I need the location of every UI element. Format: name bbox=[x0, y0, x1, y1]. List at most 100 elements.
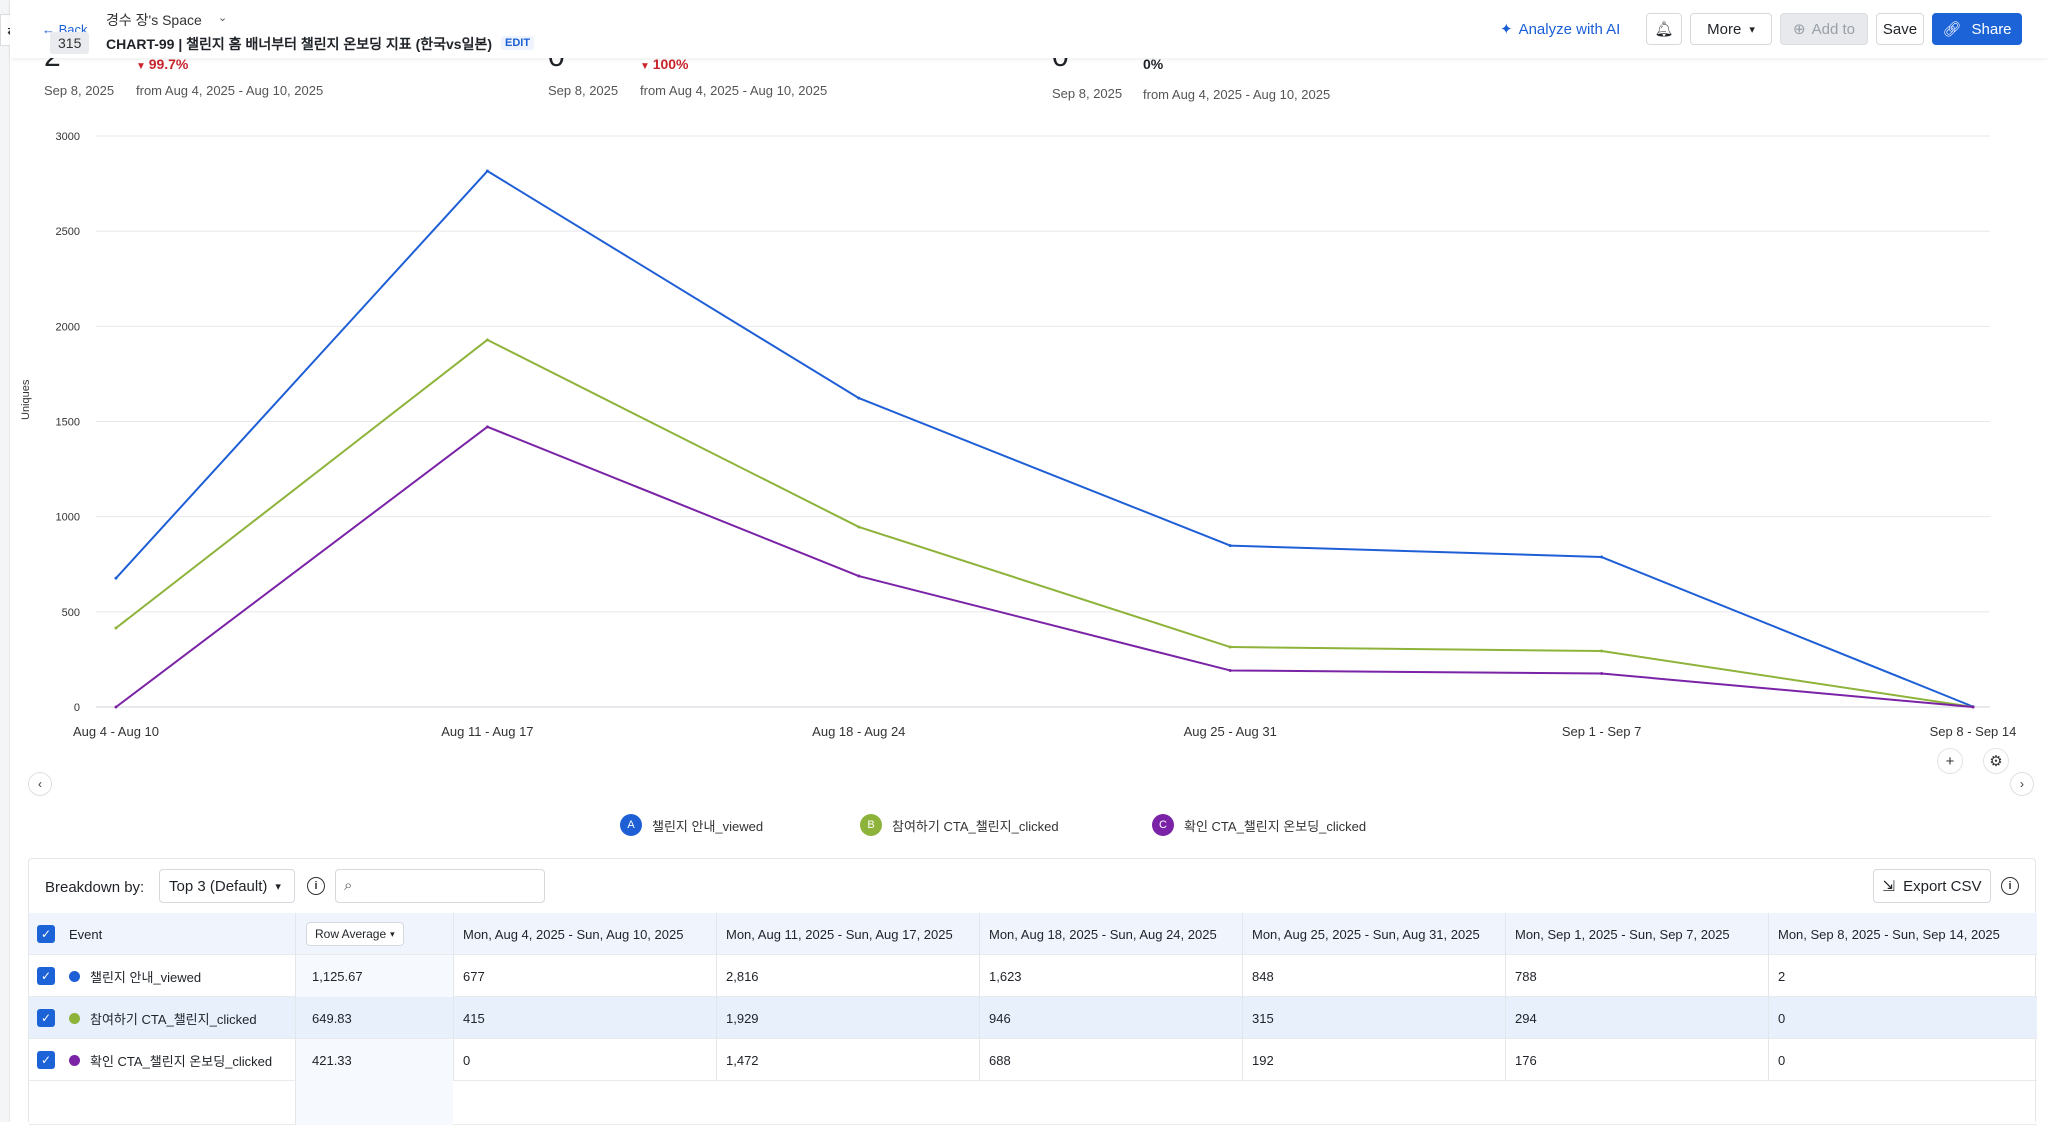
value-cell: 2 bbox=[1768, 955, 2037, 997]
search-icon: ⌕ bbox=[344, 877, 353, 894]
bell-button[interactable]: 🔔︎ bbox=[1646, 13, 1682, 45]
series-line bbox=[115, 338, 1974, 708]
event-cell: 참여하기 CTA_챌린지_clicked bbox=[69, 997, 257, 1039]
table-row-empty bbox=[29, 1081, 2037, 1125]
breakdown-label: Breakdown by: bbox=[45, 879, 145, 896]
chevron-down-icon[interactable]: ⌄ bbox=[218, 12, 228, 24]
more-label: More bbox=[1707, 20, 1742, 38]
column-header[interactable]: Mon, Aug 4, 2025 - Sun, Aug 10, 2025 bbox=[453, 913, 716, 955]
down-arrow-icon: ▼ bbox=[640, 61, 653, 72]
kpi-delta: ▼ 99.7% bbox=[136, 56, 188, 72]
column-header[interactable]: Mon, Sep 8, 2025 - Sun, Sep 14, 2025 bbox=[1768, 913, 2037, 955]
breakdown-select[interactable]: Top 3 (Default) ▾ bbox=[159, 869, 295, 903]
search-input[interactable] bbox=[364, 872, 540, 900]
search-box[interactable]: ⌕ bbox=[335, 869, 545, 903]
gear-icon[interactable]: ⚙ bbox=[1983, 748, 2009, 774]
event-name: 챌린지 안내_viewed bbox=[90, 969, 202, 985]
data-point bbox=[485, 425, 489, 429]
back-count-badge: 315 bbox=[50, 32, 90, 54]
export-csv-button[interactable]: ⇲ Export CSV bbox=[1873, 869, 1991, 903]
row-average-label: Row Average bbox=[315, 927, 387, 941]
kpi-delta: ▼ 100% bbox=[640, 56, 689, 72]
event-name: 참여하기 CTA_챌린지_clicked bbox=[90, 1011, 257, 1027]
more-button[interactable]: More ▾ bbox=[1690, 13, 1772, 45]
share-button[interactable]: 🔗︎ Share bbox=[1932, 13, 2022, 45]
row-average-header: Row Average ▾ bbox=[295, 913, 453, 955]
data-point bbox=[1971, 705, 1975, 709]
data-point bbox=[114, 705, 118, 709]
y-tick-label: 0 bbox=[74, 702, 80, 714]
breakdown-table-panel: Breakdown by: Top 3 (Default) ▾ i ⌕ ⇲ Expo… bbox=[28, 858, 2037, 1125]
value-cell: 2,816 bbox=[716, 955, 979, 997]
row-average-cell: 649.83 bbox=[295, 997, 453, 1039]
breakdown-value: Top 3 (Default) bbox=[169, 877, 268, 895]
value-cell: 677 bbox=[453, 955, 716, 997]
y-tick-label: 1000 bbox=[56, 512, 80, 524]
add-icon[interactable]: + bbox=[1937, 748, 1963, 774]
value-cell: 176 bbox=[1505, 1039, 1768, 1081]
value-cell: 1,929 bbox=[716, 997, 979, 1039]
chevron-right-icon[interactable]: › bbox=[2010, 772, 2034, 796]
value-cell: 688 bbox=[979, 1039, 1242, 1081]
x-tick-label: Aug 4 - Aug 10 bbox=[73, 724, 159, 739]
info-icon[interactable]: i bbox=[2001, 877, 2019, 895]
column-header[interactable]: Mon, Aug 25, 2025 - Sun, Aug 31, 2025 bbox=[1242, 913, 1505, 955]
row-average-cell: 421.33 bbox=[295, 1039, 453, 1081]
column-header[interactable]: Mon, Aug 18, 2025 - Sun, Aug 24, 2025 bbox=[979, 913, 1242, 955]
x-tick-label: Aug 11 - Aug 17 bbox=[441, 724, 533, 739]
select-all-checkbox[interactable]: ✓ bbox=[37, 925, 55, 943]
legend-item-b[interactable]: B 참여하기 CTA_챌린지_clicked bbox=[860, 814, 1059, 836]
data-point bbox=[1600, 672, 1604, 676]
x-tick-label: Aug 25 - Aug 31 bbox=[1184, 724, 1277, 739]
bell-icon: 🔔︎ bbox=[1654, 21, 1674, 38]
value-cell: 1,623 bbox=[979, 955, 1242, 997]
x-tick-label: Aug 18 - Aug 24 bbox=[812, 724, 905, 739]
legend-marker: A bbox=[620, 814, 642, 836]
kpi-date: Sep 8, 2025 bbox=[1052, 86, 1123, 101]
value-cell: 192 bbox=[1242, 1039, 1505, 1081]
link-icon: 🔗︎ bbox=[1942, 21, 1962, 38]
info-icon[interactable]: i bbox=[307, 877, 325, 895]
analyze-with-ai-button[interactable]: ✦ Analyze with AI bbox=[1500, 20, 1620, 38]
kpi-delta: 0% bbox=[1143, 56, 1164, 72]
data-point bbox=[1600, 649, 1604, 653]
value-cell: 0 bbox=[453, 1039, 716, 1081]
table-row[interactable]: ✓ 확인 CTA_챌린지 온보딩_clicked 421.33 0 1,472 … bbox=[29, 1039, 2037, 1081]
legend-item-c[interactable]: C 확인 CTA_챌린지 온보딩_clicked bbox=[1152, 814, 1366, 836]
x-tick-label: Sep 1 - Sep 7 bbox=[1562, 724, 1642, 739]
data-point bbox=[114, 576, 118, 580]
row-average-select[interactable]: Row Average ▾ bbox=[306, 922, 404, 946]
kpi-date: Sep 8, 2025 bbox=[548, 83, 619, 98]
legend-marker: B bbox=[860, 814, 882, 836]
legend-item-a[interactable]: A 챌린지 안내_viewed bbox=[620, 814, 763, 836]
event-name: 확인 CTA_챌린지 온보딩_clicked bbox=[90, 1053, 273, 1069]
column-header[interactable]: Mon, Sep 1, 2025 - Sun, Sep 7, 2025 bbox=[1505, 913, 1768, 955]
event-cell: 챌린지 안내_viewed bbox=[69, 955, 201, 997]
data-point bbox=[1228, 645, 1232, 649]
row-checkbox[interactable]: ✓ bbox=[37, 1009, 55, 1027]
table-row[interactable]: ✓ 챌린지 안내_viewed 1,125.67 677 2,816 1,623… bbox=[29, 955, 2037, 997]
x-tick-label: Sep 8 - Sep 14 bbox=[1930, 724, 2017, 739]
value-cell: 294 bbox=[1505, 997, 1768, 1039]
chevron-left-icon[interactable]: ‹ bbox=[28, 772, 52, 796]
data-point bbox=[857, 396, 861, 400]
value-cell: 848 bbox=[1242, 955, 1505, 997]
data-point bbox=[1228, 544, 1232, 548]
down-arrow-icon: ▼ bbox=[136, 61, 149, 72]
value-cell: 946 bbox=[979, 997, 1242, 1039]
page-title: CHART-99 | 챌린지 홈 배너부터 챌린지 온보딩 지표 (한국vs일본… bbox=[106, 36, 492, 52]
space-name[interactable]: 경수 장's Space bbox=[106, 12, 202, 28]
data-point bbox=[485, 338, 489, 342]
edit-button[interactable]: EDIT bbox=[501, 36, 535, 50]
table-row[interactable]: ✓ 참여하기 CTA_챌린지_clicked 649.83 415 1,929 … bbox=[29, 997, 2037, 1039]
add-to-button[interactable]: ⊕ Add to bbox=[1780, 13, 1868, 45]
row-checkbox[interactable]: ✓ bbox=[37, 1051, 55, 1069]
data-point bbox=[1600, 555, 1604, 559]
save-button[interactable]: Save bbox=[1876, 13, 1924, 45]
column-header[interactable]: Mon, Aug 11, 2025 - Sun, Aug 17, 2025 bbox=[716, 913, 979, 955]
y-tick-label: 500 bbox=[62, 607, 80, 619]
chevron-down-icon: ▾ bbox=[1749, 23, 1755, 36]
data-point bbox=[857, 574, 861, 578]
legend-label: 확인 CTA_챌린지 온보딩_clicked bbox=[1184, 818, 1367, 834]
row-checkbox[interactable]: ✓ bbox=[37, 967, 55, 985]
